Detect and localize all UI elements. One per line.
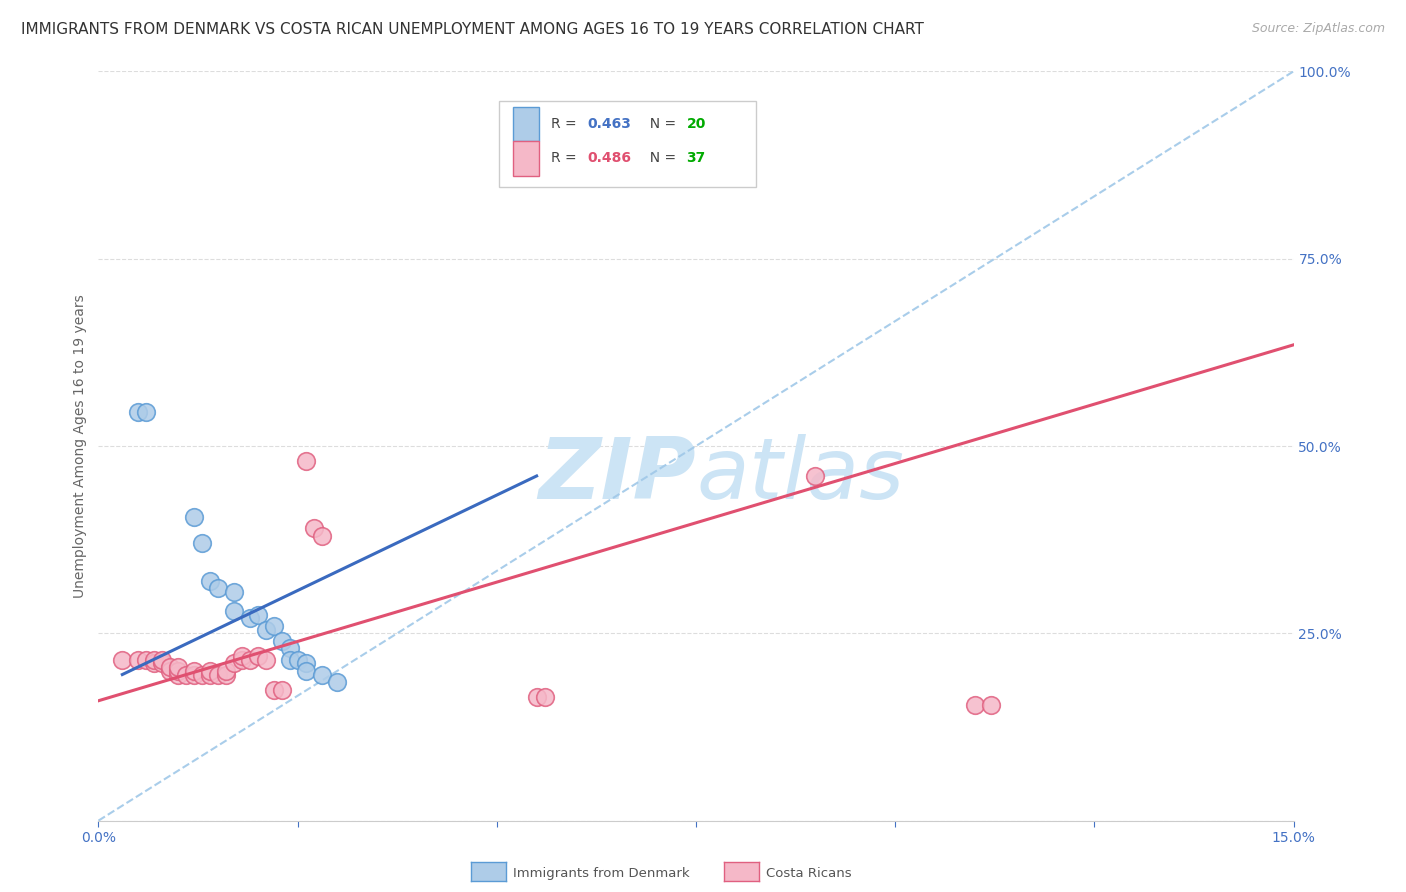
Point <box>198 574 221 588</box>
Point <box>215 664 238 678</box>
Point <box>804 469 827 483</box>
Point <box>198 667 221 681</box>
Bar <box>513 141 540 176</box>
Point <box>294 657 316 671</box>
Point <box>167 667 190 681</box>
Point <box>263 682 285 697</box>
Point <box>278 652 301 666</box>
Point <box>311 529 333 543</box>
Text: Costa Ricans: Costa Ricans <box>766 867 852 880</box>
Bar <box>499 102 756 187</box>
Point <box>263 619 285 633</box>
Point <box>183 667 205 681</box>
Point <box>150 657 173 671</box>
Point <box>143 652 166 666</box>
Text: IMMIGRANTS FROM DENMARK VS COSTA RICAN UNEMPLOYMENT AMONG AGES 16 TO 19 YEARS CO: IMMIGRANTS FROM DENMARK VS COSTA RICAN U… <box>21 22 924 37</box>
Point <box>167 660 190 674</box>
Point <box>207 582 229 596</box>
Text: Source: ZipAtlas.com: Source: ZipAtlas.com <box>1251 22 1385 36</box>
Text: N =: N = <box>641 117 681 131</box>
Point <box>231 648 253 663</box>
Point <box>207 667 229 681</box>
Point <box>278 641 301 656</box>
Point <box>198 664 221 678</box>
Point <box>127 405 149 419</box>
Point <box>963 698 986 712</box>
Point <box>254 623 277 637</box>
Text: 37: 37 <box>686 152 706 165</box>
Point <box>135 405 157 419</box>
Point <box>239 611 262 625</box>
Point <box>222 585 245 599</box>
Point <box>246 648 269 663</box>
Point <box>294 454 316 468</box>
Point <box>231 652 253 666</box>
Text: 20: 20 <box>686 117 706 131</box>
Text: atlas: atlas <box>696 434 904 517</box>
Point <box>311 667 333 681</box>
Point <box>326 675 349 690</box>
Point <box>215 667 238 681</box>
Text: N =: N = <box>641 152 681 165</box>
Text: R =: R = <box>551 152 581 165</box>
Text: 0.486: 0.486 <box>588 152 631 165</box>
Text: ZIP: ZIP <box>538 434 696 517</box>
Point <box>174 667 197 681</box>
Point <box>127 652 149 666</box>
Point <box>191 667 214 681</box>
Point <box>150 652 173 666</box>
Y-axis label: Unemployment Among Ages 16 to 19 years: Unemployment Among Ages 16 to 19 years <box>73 294 87 598</box>
Point <box>111 652 134 666</box>
Point <box>191 536 214 550</box>
Point <box>183 510 205 524</box>
Point <box>222 604 245 618</box>
Point <box>239 652 262 666</box>
Point <box>143 657 166 671</box>
Point <box>270 682 292 697</box>
Point <box>302 521 325 535</box>
Point <box>183 664 205 678</box>
Point <box>159 660 181 674</box>
Text: 0.463: 0.463 <box>588 117 631 131</box>
Point <box>167 664 190 678</box>
Point <box>254 652 277 666</box>
Point <box>135 652 157 666</box>
Text: R =: R = <box>551 117 581 131</box>
Point <box>294 664 316 678</box>
Point <box>533 690 555 704</box>
Point <box>980 698 1002 712</box>
Point <box>222 657 245 671</box>
Point <box>287 652 309 666</box>
Point <box>246 607 269 622</box>
Point <box>526 690 548 704</box>
Text: Immigrants from Denmark: Immigrants from Denmark <box>513 867 690 880</box>
Bar <box>513 106 540 141</box>
Point <box>270 633 292 648</box>
Point <box>159 664 181 678</box>
